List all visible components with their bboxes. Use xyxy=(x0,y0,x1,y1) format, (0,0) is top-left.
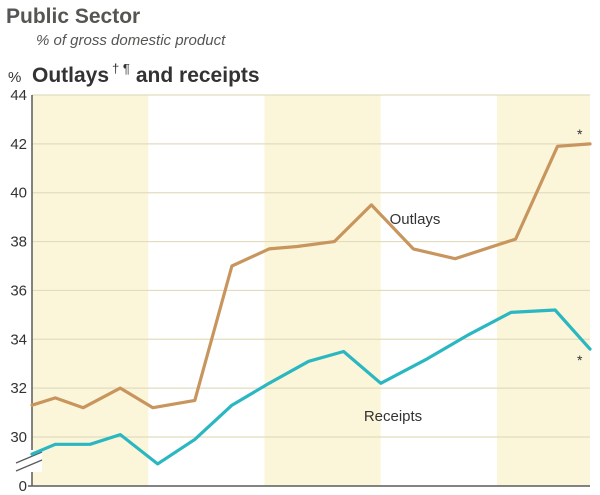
outlays-point xyxy=(267,247,271,251)
receipts-line xyxy=(30,308,592,466)
receipts-point xyxy=(588,347,592,351)
receipts-point xyxy=(119,433,122,436)
outlays-point xyxy=(412,247,415,251)
receipts-point xyxy=(54,443,57,446)
receipts-point xyxy=(88,443,92,446)
receipts-point xyxy=(156,462,159,466)
y-tick-label-34: 34 xyxy=(10,331,27,348)
receipts-label: Receipts xyxy=(364,408,422,425)
y-tick-label-0: 0 xyxy=(19,478,27,495)
outlays-point xyxy=(151,406,155,409)
receipts-point xyxy=(467,333,471,336)
receipts-point xyxy=(30,452,34,456)
y-tick-label-44: 44 xyxy=(10,87,27,104)
outlays-point xyxy=(514,237,517,241)
outlays-label: Outlays xyxy=(390,211,441,228)
gridlines xyxy=(32,94,590,438)
chart-title-footnote-marks: † ¶ xyxy=(112,61,130,76)
receipts-point xyxy=(553,308,557,312)
outlays-point xyxy=(119,386,122,390)
outlays-point xyxy=(30,404,34,407)
axis-break-mark-2 xyxy=(15,459,43,472)
outlays-line xyxy=(30,142,592,410)
y-tick-label-30: 30 xyxy=(10,429,27,446)
receipts-point xyxy=(307,360,310,363)
outlays-point xyxy=(556,145,559,148)
axes xyxy=(15,95,590,487)
outlays-point xyxy=(295,245,299,248)
chart-title: Outlays † ¶ and receipts xyxy=(32,61,260,87)
receipts-point xyxy=(193,438,196,441)
chart-title-rest: and receipts xyxy=(136,64,260,87)
outlays-point xyxy=(193,399,196,402)
receipts-point xyxy=(509,311,513,314)
page-subtitle: % of gross domestic product xyxy=(36,32,226,49)
outlays-point xyxy=(54,396,57,400)
receipts-point xyxy=(426,357,429,361)
y-tick-label-38: 38 xyxy=(10,234,27,251)
outlays-point xyxy=(230,264,234,268)
y-tick-label-32: 32 xyxy=(10,380,27,397)
axis-break-mark-1 xyxy=(15,451,43,464)
outlays-point xyxy=(588,142,592,146)
receipts-end-marker: * xyxy=(577,352,583,368)
series-labels: Outlays * Receipts * xyxy=(364,126,583,425)
receipts-point xyxy=(342,350,345,353)
receipts-point xyxy=(267,382,271,385)
receipts-point xyxy=(379,382,382,385)
y-tick-label-40: 40 xyxy=(10,185,27,202)
outlays-point xyxy=(333,240,336,243)
y-tick-label-42: 42 xyxy=(10,136,27,153)
page-title: Public Sector xyxy=(6,5,140,28)
series-lines xyxy=(30,142,592,466)
receipts-point xyxy=(230,404,234,407)
y-tick-label-36: 36 xyxy=(10,282,27,299)
outlays-end-marker: * xyxy=(577,126,583,142)
y-tick-labels: 0 30 32 34 36 38 40 42 44 xyxy=(10,87,27,495)
outlays-point xyxy=(81,406,85,409)
outlays-point xyxy=(370,203,373,207)
outlays-point xyxy=(453,257,457,260)
chart-title-outlays: Outlays xyxy=(32,64,109,87)
y-unit-label: % xyxy=(8,69,21,86)
